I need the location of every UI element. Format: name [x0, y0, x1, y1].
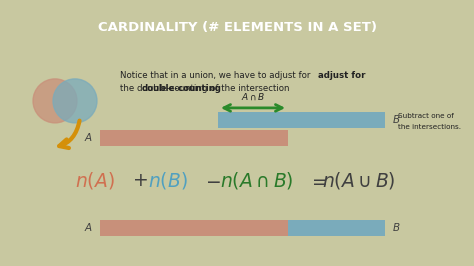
Text: $A \cap B$: $A \cap B$	[241, 91, 265, 102]
Text: $n(A \cap B)$: $n(A \cap B)$	[220, 171, 293, 192]
Circle shape	[33, 79, 77, 123]
Text: $n(A)$: $n(A)$	[75, 171, 115, 192]
Text: $+$: $+$	[132, 172, 148, 190]
Text: the intersections.: the intersections.	[398, 124, 461, 130]
Text: B: B	[393, 223, 400, 233]
Text: adjust for: adjust for	[318, 71, 365, 80]
Circle shape	[53, 79, 97, 123]
FancyArrowPatch shape	[59, 121, 80, 148]
Text: Subtract one of: Subtract one of	[398, 113, 454, 119]
Text: double-counting: double-counting	[142, 84, 222, 93]
Bar	[100, 220, 288, 236]
Text: the double-counting of the intersection: the double-counting of the intersection	[120, 84, 290, 93]
Text: A: A	[85, 223, 92, 233]
Text: $-$: $-$	[205, 172, 221, 190]
Text: CARDINALITY (# ELEMENTS IN A SET): CARDINALITY (# ELEMENTS IN A SET)	[98, 22, 376, 34]
Bar	[288, 220, 385, 236]
Text: $n(A \cup B)$: $n(A \cup B)$	[322, 171, 396, 192]
Bar	[218, 112, 385, 128]
Text: A: A	[85, 133, 92, 143]
Text: B: B	[393, 115, 400, 125]
Text: $=$: $=$	[308, 172, 328, 190]
Text: Notice that in a union, we have to adjust for: Notice that in a union, we have to adjus…	[120, 71, 310, 80]
Text: $n(B)$: $n(B)$	[148, 171, 188, 192]
Bar	[100, 130, 288, 146]
